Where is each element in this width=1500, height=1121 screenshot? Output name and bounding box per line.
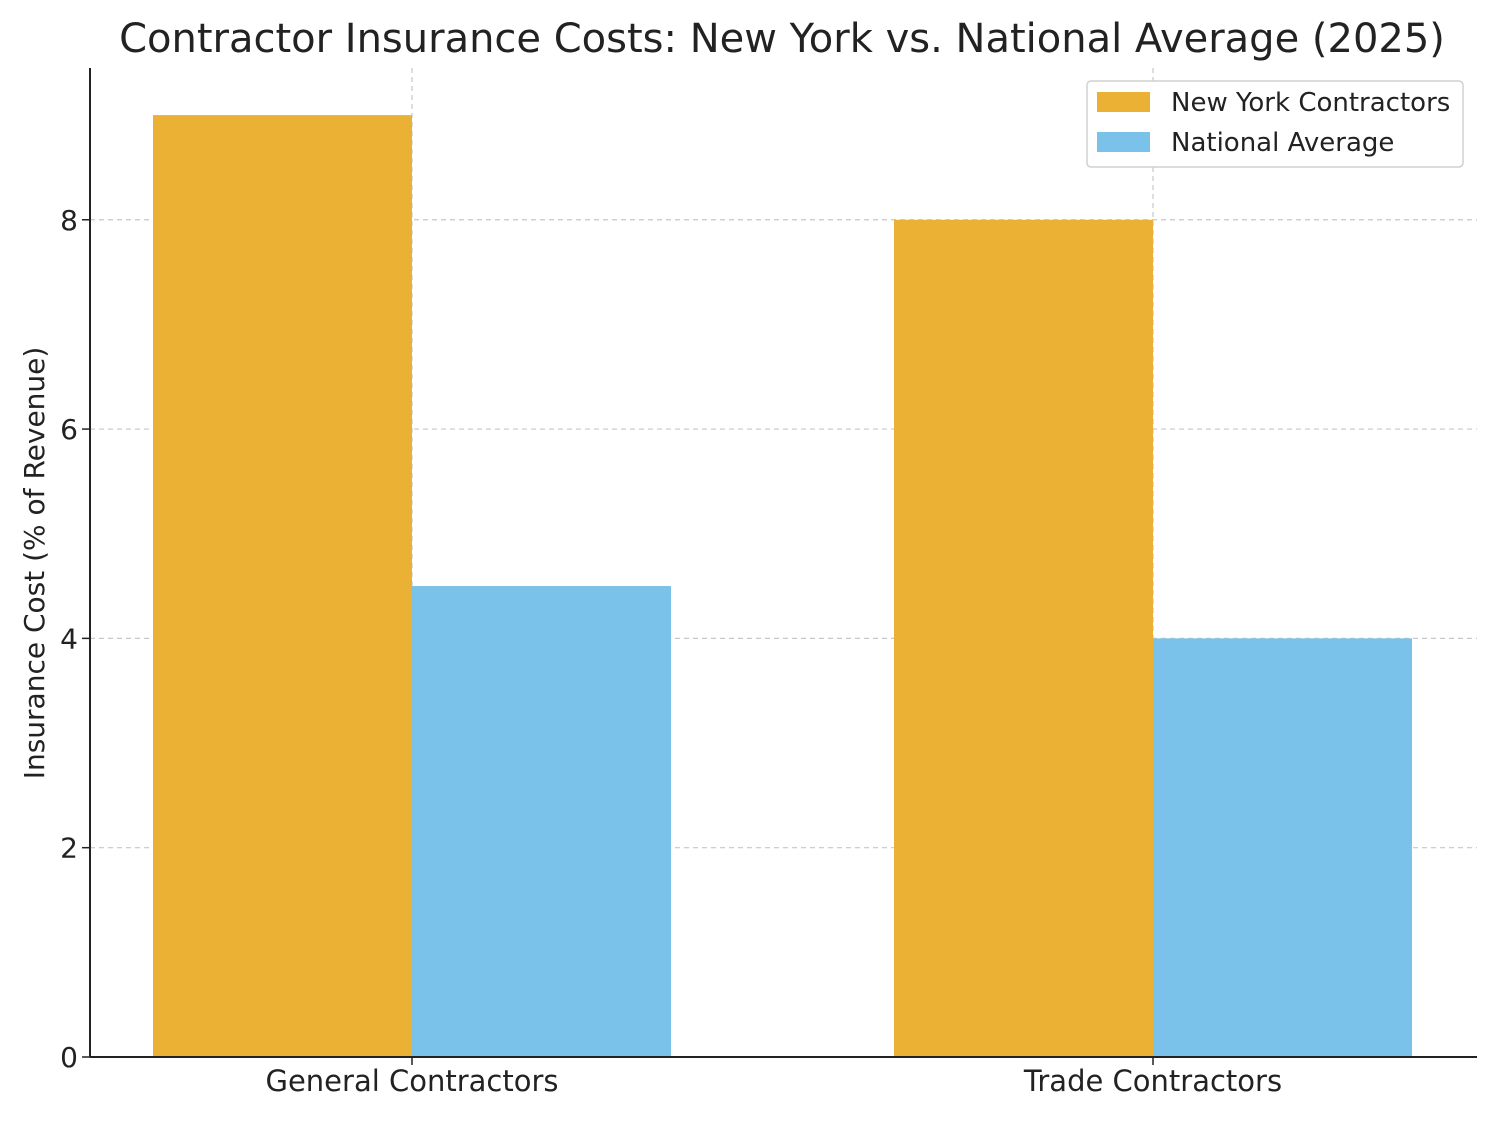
axes (82, 68, 1477, 1065)
legend-frame (1086, 80, 1464, 168)
y-tick-label: 2 (60, 832, 78, 865)
bar-national-average (412, 586, 671, 1057)
y-axis-label: Insurance Cost (% of Revenue) (18, 347, 51, 780)
legend-label: New York Contractors (1171, 88, 1450, 118)
legend-swatch (1097, 92, 1150, 112)
bar-new-york (894, 219, 1153, 1057)
legend-swatch (1097, 132, 1150, 152)
chart-title: Contractor Insurance Costs: New York vs.… (119, 16, 1445, 62)
y-tick-label: 6 (60, 413, 78, 446)
y-tick-label: 4 (60, 622, 78, 655)
x-tick-label: Trade Contractors (1023, 1064, 1282, 1098)
legend: New York Contractors National Average (1086, 80, 1464, 168)
x-tick-label: General Contractors (265, 1064, 558, 1098)
bar-national-average (1153, 638, 1412, 1057)
tick-labels: 0 2 4 6 8 General Contractors Trade Contractor… (60, 204, 1282, 1098)
y-tick-label: 0 (60, 1041, 78, 1074)
bars (153, 115, 1412, 1058)
legend-label: National Average (1171, 128, 1394, 158)
y-tick-label: 8 (60, 204, 78, 237)
bar-new-york (153, 115, 412, 1058)
